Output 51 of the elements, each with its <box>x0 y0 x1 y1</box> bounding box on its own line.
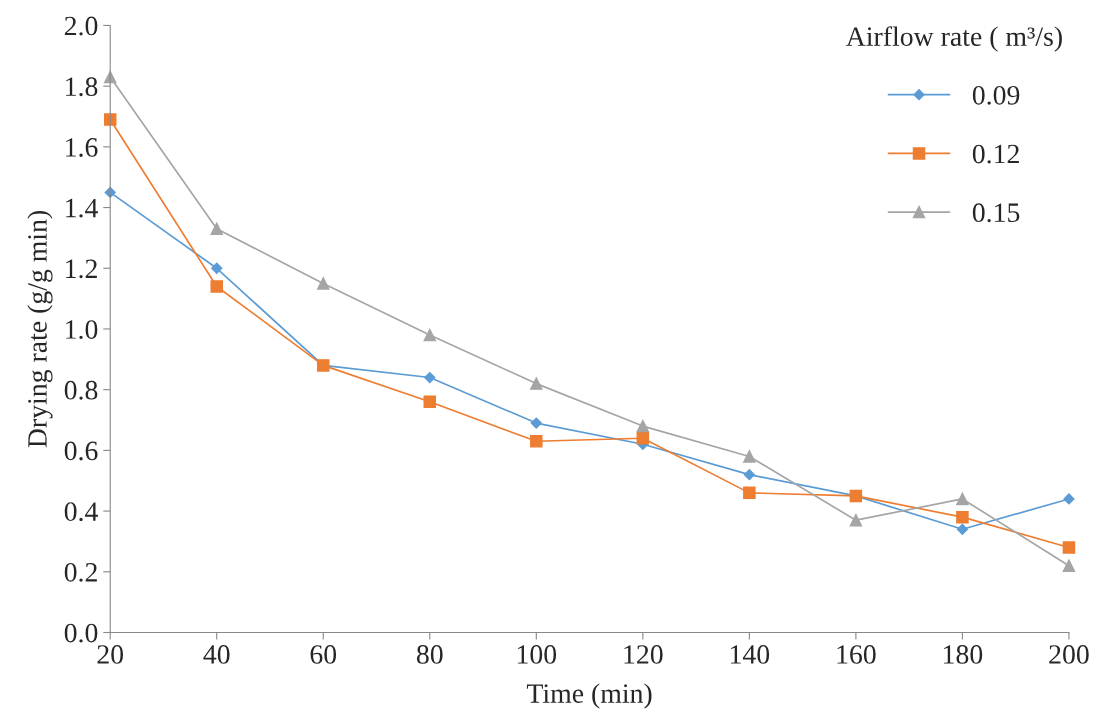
point <box>636 431 650 445</box>
point <box>103 113 117 126</box>
point <box>210 280 223 293</box>
x-tick-label: 200 <box>1049 645 1089 664</box>
x-tick-label: 20 <box>97 645 124 664</box>
point <box>956 510 969 524</box>
point <box>317 277 330 290</box>
x-tick-label: 180 <box>944 645 983 664</box>
point <box>743 486 756 500</box>
x-tick-label: 160 <box>837 645 876 664</box>
point <box>1062 559 1076 572</box>
point <box>956 492 969 506</box>
x-tick-label: 120 <box>624 645 663 664</box>
point <box>424 371 436 384</box>
x-tick-label: 100 <box>517 645 557 664</box>
point <box>636 419 650 433</box>
legend-label: 0.09 <box>972 85 1020 105</box>
y-axis-title: Drying rate (g/g min) <box>27 211 53 448</box>
point <box>743 469 755 481</box>
point <box>423 395 437 409</box>
legend-label: 0.12 <box>972 144 1019 164</box>
point <box>104 186 116 198</box>
legend-title: Airflow rate ( m³/s) <box>846 26 1062 52</box>
point <box>211 262 223 274</box>
x-tick-label: 60 <box>310 645 337 664</box>
y-tick-label: 0.4 <box>64 502 98 522</box>
y-tick-label: 1.2 <box>66 259 97 279</box>
point <box>849 513 863 527</box>
y-tick-label: 0.8 <box>64 380 98 400</box>
y-tick-label: 1.0 <box>66 320 98 339</box>
point <box>423 328 437 342</box>
y-tick-label: 1.6 <box>66 138 98 157</box>
point <box>530 377 543 390</box>
point <box>956 523 969 535</box>
point <box>530 435 543 448</box>
point <box>743 450 756 463</box>
point <box>1062 541 1076 554</box>
y-tick-label: 1.8 <box>66 77 98 97</box>
point <box>210 222 223 236</box>
point <box>1063 493 1075 505</box>
y-tick-label: 0.0 <box>64 623 98 643</box>
y-tick-label: 0.2 <box>64 562 97 582</box>
x-tick-label: 80 <box>416 645 443 664</box>
point <box>530 417 542 429</box>
y-tick-label: 1.4 <box>66 198 98 218</box>
x-tick-label: 140 <box>730 645 770 664</box>
x-tick-label: 40 <box>203 645 230 664</box>
x-axis-title: Time (min) <box>526 683 652 709</box>
y-tick-label: 0.6 <box>64 441 98 461</box>
y-tick-label: 2.0 <box>64 16 98 36</box>
legend-label: 0.15 <box>972 203 1020 223</box>
